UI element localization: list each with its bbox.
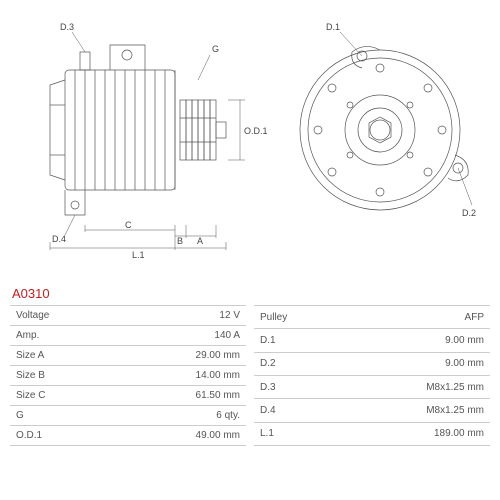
spec-label: Amp.: [10, 326, 104, 346]
spec-value: 9.00 mm: [348, 352, 490, 375]
spec-label: G: [10, 406, 104, 426]
spec-row: Voltage12 V: [10, 306, 246, 326]
spec-label: Voltage: [10, 306, 104, 326]
spec-label: D.1: [254, 329, 348, 352]
spec-label: L.1: [254, 422, 348, 445]
spec-row: D.29.00 mm: [254, 352, 490, 375]
spec-value: AFP: [348, 306, 490, 329]
spec-row: Size C61.50 mm: [10, 386, 246, 406]
spec-label: O.D.1: [10, 426, 104, 446]
spec-row: D.3M8x1.25 mm: [254, 375, 490, 398]
spec-table-left: Voltage12 VAmp.140 ASize A29.00 mmSize B…: [10, 305, 246, 446]
technical-drawing: D.3 G D.4 C B A L.1 O.D.1 D.1 D.2: [10, 10, 490, 280]
spec-value: 12 V: [104, 306, 246, 326]
spec-label: Size C: [10, 386, 104, 406]
spec-value: M8x1.25 mm: [348, 399, 490, 422]
dim-a: A: [197, 236, 203, 246]
spec-value: 14.00 mm: [104, 366, 246, 386]
dim-g: G: [212, 44, 219, 54]
spec-row: D.4M8x1.25 mm: [254, 399, 490, 422]
spec-row: D.19.00 mm: [254, 329, 490, 352]
dim-d3: D.3: [60, 22, 74, 32]
spec-row: Size A29.00 mm: [10, 346, 246, 366]
spec-label: D.4: [254, 399, 348, 422]
spec-value: 189.00 mm: [348, 422, 490, 445]
dim-d2: D.2: [462, 208, 476, 218]
spec-label: Pulley: [254, 306, 348, 329]
dim-d4: D.4: [52, 234, 66, 244]
dim-b: B: [177, 236, 183, 246]
spec-value: 49.00 mm: [104, 426, 246, 446]
spec-value: 61.50 mm: [104, 386, 246, 406]
spec-label: D.3: [254, 375, 348, 398]
spec-value: 140 A: [104, 326, 246, 346]
spec-row: Amp.140 A: [10, 326, 246, 346]
spec-label: Size B: [10, 366, 104, 386]
spec-label: Size A: [10, 346, 104, 366]
spec-label: D.2: [254, 352, 348, 375]
dim-d1: D.1: [326, 22, 340, 32]
spec-row: Size B14.00 mm: [10, 366, 246, 386]
spec-row: L.1189.00 mm: [254, 422, 490, 445]
spec-row: PulleyAFP: [254, 306, 490, 329]
spec-value: M8x1.25 mm: [348, 375, 490, 398]
dim-c: C: [125, 220, 132, 230]
spec-row: O.D.149.00 mm: [10, 426, 246, 446]
spec-table-right: PulleyAFPD.19.00 mmD.29.00 mmD.3M8x1.25 …: [254, 305, 490, 446]
spec-row: G6 qty.: [10, 406, 246, 426]
spec-value: 9.00 mm: [348, 329, 490, 352]
spec-table: Voltage12 VAmp.140 ASize A29.00 mmSize B…: [10, 305, 490, 446]
part-number: A0310: [12, 286, 490, 301]
spec-value: 29.00 mm: [104, 346, 246, 366]
spec-value: 6 qty.: [104, 406, 246, 426]
drawing-svg: D.3 G D.4 C B A L.1 O.D.1 D.1 D.2: [10, 10, 490, 280]
dim-od1: O.D.1: [244, 126, 268, 136]
dim-l1: L.1: [132, 250, 145, 260]
